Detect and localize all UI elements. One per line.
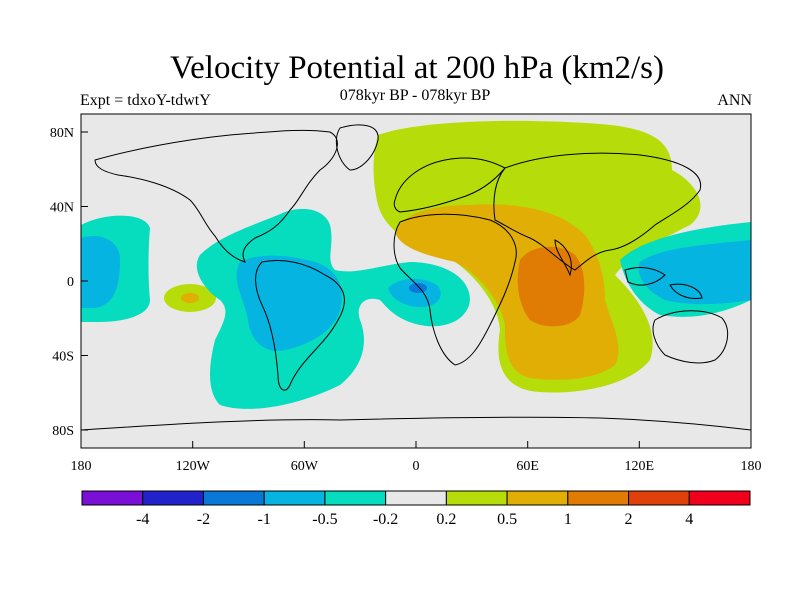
contour-positive-high xyxy=(517,246,585,327)
contour-negative-core xyxy=(409,283,427,293)
chart-title: Velocity Potential at 200 hPa (km2/s) xyxy=(169,50,665,86)
lon-axis: 180 120W 60W 0 60E 120E 180 xyxy=(71,441,762,474)
colorbar-label: 2 xyxy=(625,511,633,528)
lon-tick-60e: 60E xyxy=(516,459,539,474)
lon-tick-180w: 180 xyxy=(71,459,92,474)
colorbar-swatch xyxy=(81,490,144,506)
lon-tick-60w: 60W xyxy=(291,459,319,474)
lon-tick-120e: 120E xyxy=(625,459,655,474)
contour-negative-mid-east xyxy=(638,240,751,305)
contour-positive-mid-center xyxy=(181,293,199,303)
colorbar-swatch xyxy=(385,490,447,506)
contour-negative-mid-westpac xyxy=(81,236,120,308)
lat-axis: 80N 40N 0 40S 80S xyxy=(50,126,88,439)
colorbar-swatch xyxy=(506,490,569,506)
colorbar-label: 0.2 xyxy=(436,511,456,528)
colorbar-label: 1 xyxy=(564,511,572,528)
lon-tick-180e: 180 xyxy=(741,459,762,474)
lat-tick-80n: 80N xyxy=(50,126,74,141)
lat-tick-0: 0 xyxy=(67,275,74,290)
colorbar-swatch xyxy=(142,490,204,506)
contour-fields xyxy=(81,120,751,431)
lon-tick-120w: 120W xyxy=(176,459,211,474)
colorbar-swatch xyxy=(628,490,690,506)
colorbar-label: -1 xyxy=(258,511,271,528)
colorbar-swatch xyxy=(324,490,387,506)
colorbar-swatch xyxy=(263,490,326,506)
colorbar-label: -0.5 xyxy=(312,511,337,528)
season-label: ANN xyxy=(717,92,752,109)
contour-negative-mid-americas xyxy=(236,255,342,351)
coastlines xyxy=(81,124,751,431)
lat-tick-40n: 40N xyxy=(50,201,74,216)
lat-tick-80s: 80S xyxy=(52,424,74,439)
experiment-label: Expt = tdxoY-tdwtY xyxy=(80,92,211,109)
colorbar-label: 4 xyxy=(685,511,693,528)
colorbar-swatch xyxy=(202,490,265,506)
lat-tick-40s: 40S xyxy=(52,350,74,365)
colorbar-swatch xyxy=(445,490,508,506)
contour-positive-mid xyxy=(395,204,619,380)
colorbar-label: -4 xyxy=(136,511,149,528)
colorbar-label: 0.5 xyxy=(497,511,517,528)
colorbar-label: -2 xyxy=(197,511,210,528)
colorbar: -4 -2 -1 -0.5 -0.2 0.2 0.5 1 2 4 xyxy=(81,490,751,528)
colorbar-swatch xyxy=(688,490,751,506)
period-label: 078kyr BP - 078kyr BP xyxy=(339,87,491,104)
lon-tick-0: 0 xyxy=(413,459,420,474)
colorbar-swatch xyxy=(567,490,630,506)
colorbar-label: -0.2 xyxy=(373,511,398,528)
